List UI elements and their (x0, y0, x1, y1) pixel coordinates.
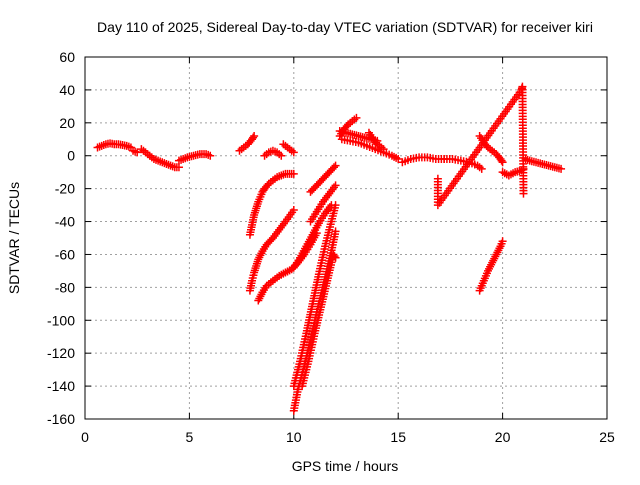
x-axis-label: GPS time / hours (292, 458, 399, 474)
data-point-arc-2 (250, 131, 259, 140)
data-point-arc-6 (277, 151, 286, 160)
data-point-arc-13 (329, 163, 338, 172)
axis-ticks: 0 5 10 15 20 25 -160 -140 -120 -100 -80 -60 -40 -20 0 2… (47, 49, 615, 445)
y-tick-label: -120 (47, 345, 75, 361)
y-tick-label: -20 (55, 181, 75, 197)
y-tick-label: -100 (47, 312, 75, 328)
y-tick-label: 20 (59, 115, 75, 131)
data-point-arc-7 (289, 148, 298, 157)
y-tick-label: -160 (47, 411, 75, 427)
data-point-arc-10 (331, 253, 340, 262)
x-tick-label: 10 (286, 429, 302, 445)
y-tick-label: -60 (55, 246, 75, 262)
data-point-arc-20 (498, 158, 507, 167)
y-tick-label: 40 (59, 82, 75, 98)
data-point-arc-11 (327, 201, 336, 210)
data-point-arc-2 (249, 133, 258, 142)
y-tick-label: -80 (55, 279, 75, 295)
data-point-arc-3 (289, 169, 298, 178)
x-tick-label: 20 (495, 429, 511, 445)
x-tick-label: 0 (81, 429, 89, 445)
data-point-arc-12 (331, 181, 340, 190)
y-tick-label: 60 (59, 49, 75, 65)
y-tick-label: 0 (67, 148, 75, 164)
data-point-arc-20 (497, 156, 506, 165)
y-tick-label: -140 (47, 378, 75, 394)
data-point-arc-16 (394, 155, 403, 164)
series-markers (93, 82, 566, 415)
data-point-arc-10 (330, 252, 339, 261)
data-point-arc-21 (498, 237, 507, 246)
data-point-arc-9 (331, 227, 340, 236)
y-axis-label: SDTVAR / TECUs (6, 182, 22, 294)
x-tick-label: 15 (390, 429, 406, 445)
data-point-arc-14 (352, 113, 361, 122)
x-tick-label: 5 (186, 429, 194, 445)
data-point-arc-19 (477, 164, 486, 173)
plot-frame (84, 56, 608, 420)
data-point-arc-13 (331, 161, 340, 170)
x-tick-label: 25 (599, 429, 615, 445)
data-point-arc-early-4 (206, 151, 215, 160)
data-point-arc-23 (557, 164, 566, 173)
chart-title: Day 110 of 2025, Sidereal Day-to-day VTE… (97, 19, 593, 35)
data-point-arc-early-2 (133, 148, 142, 157)
data-point-isolated (519, 189, 528, 198)
data-point-arc-4 (289, 206, 298, 215)
y-tick-label: -40 (55, 214, 75, 230)
data-point-arc-17 (379, 145, 388, 154)
